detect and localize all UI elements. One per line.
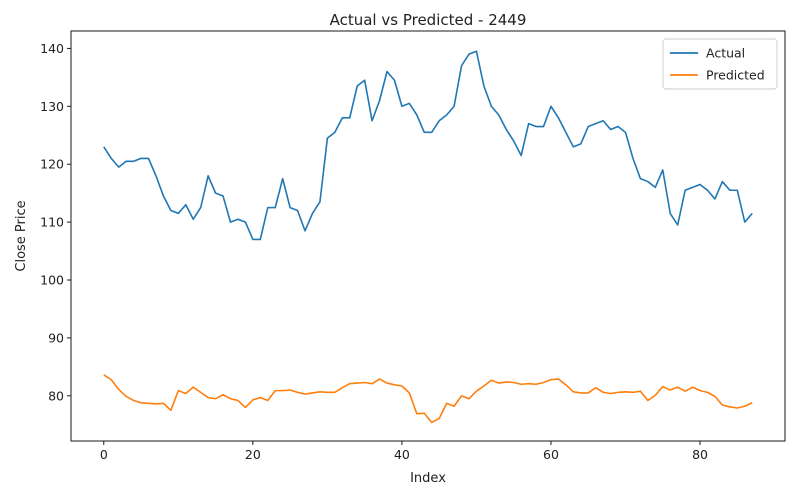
plot-area-frame bbox=[70, 30, 786, 442]
legend-label-actual: Actual bbox=[706, 46, 745, 61]
legend: Actual Predicted bbox=[662, 38, 778, 90]
x-tick-label: 80 bbox=[692, 447, 708, 462]
x-tick-label: 20 bbox=[245, 447, 261, 462]
x-tick-label: 40 bbox=[394, 447, 410, 462]
x-tick-label: 60 bbox=[543, 447, 559, 462]
x-axis: 0 20 40 60 80 bbox=[100, 441, 708, 462]
legend-label-predicted: Predicted bbox=[706, 68, 765, 83]
y-tick-label: 130 bbox=[40, 99, 64, 114]
series-layer bbox=[103, 50, 753, 424]
series-line-actual bbox=[103, 50, 753, 241]
y-tick-label: 80 bbox=[48, 388, 64, 403]
legend-box bbox=[662, 38, 778, 90]
y-tick-label: 120 bbox=[40, 157, 64, 172]
y-axis: 80 90 100 110 120 130 140 bbox=[40, 41, 71, 403]
series-line-predicted bbox=[103, 374, 753, 424]
y-tick-label: 90 bbox=[48, 330, 64, 345]
y-axis-title: Close Price bbox=[14, 200, 29, 271]
x-tick-label: 0 bbox=[100, 447, 108, 462]
chart-title: Actual vs Predicted - 2449 bbox=[330, 11, 527, 29]
y-tick-label: 140 bbox=[40, 41, 64, 56]
y-tick-label: 110 bbox=[40, 215, 64, 230]
y-tick-label: 100 bbox=[40, 273, 64, 288]
x-axis-title: Index bbox=[410, 471, 446, 486]
